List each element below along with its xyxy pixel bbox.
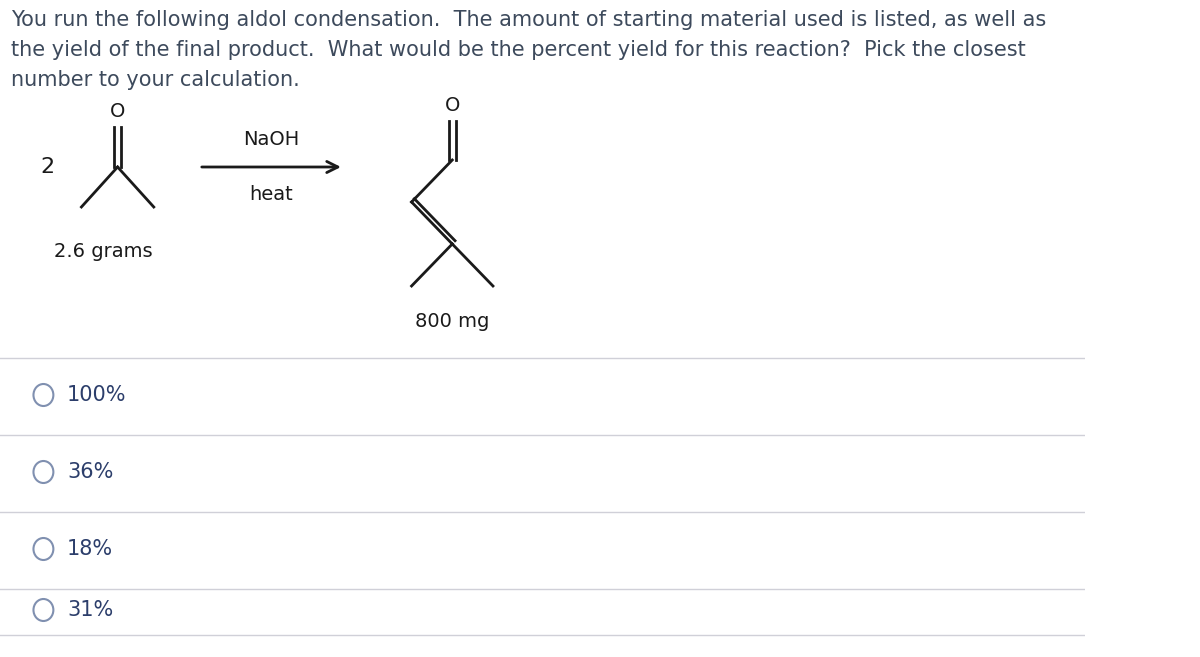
Text: 100%: 100% <box>67 385 126 405</box>
Text: 18%: 18% <box>67 539 113 559</box>
Text: O: O <box>444 96 460 115</box>
Text: the yield of the final product.  What would be the percent yield for this reacti: the yield of the final product. What wou… <box>11 40 1026 60</box>
Text: 31%: 31% <box>67 600 113 620</box>
Text: 800 mg: 800 mg <box>415 312 490 331</box>
Text: 2.6 grams: 2.6 grams <box>54 242 152 261</box>
Text: 36%: 36% <box>67 462 113 482</box>
Text: heat: heat <box>250 185 293 204</box>
Text: number to your calculation.: number to your calculation. <box>11 70 300 90</box>
Text: NaOH: NaOH <box>244 130 300 149</box>
Text: You run the following aldol condensation.  The amount of starting material used : You run the following aldol condensation… <box>11 10 1046 30</box>
Text: O: O <box>110 102 125 121</box>
Text: 2: 2 <box>41 157 55 177</box>
